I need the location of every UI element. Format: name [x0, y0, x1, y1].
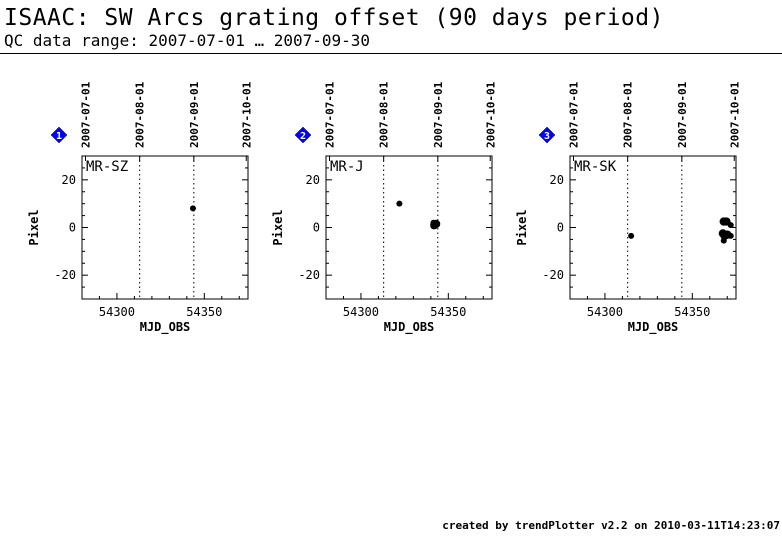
x-tick-label: 54300 [99, 305, 135, 319]
y-tick-label: 0 [313, 221, 320, 235]
header-divider [0, 53, 782, 54]
top-date-label: 2007-09-01 [188, 81, 201, 148]
top-date-label: 2007-08-01 [378, 81, 391, 148]
top-date-label: 2007-10-01 [728, 81, 741, 148]
plot-frame [81, 155, 249, 300]
x-axis-label: MJD_OBS [628, 320, 679, 335]
y-tick-label: -20 [542, 268, 564, 282]
marker-badge-icon [294, 126, 312, 144]
panel-label: MR-SZ [86, 159, 128, 175]
x-tick-label: 54350 [430, 305, 466, 319]
y-tick-label: 0 [69, 221, 76, 235]
x-tick-label: 54350 [186, 305, 222, 319]
data-point [727, 222, 734, 229]
chart-panel-2: 54300 54350 20 0 -20 2007-07-01 2007-08-01 2007… [271, 81, 497, 335]
data-point [430, 223, 437, 230]
y-tick-label: 20 [62, 173, 76, 187]
marker-badge-number: 2 [300, 131, 306, 142]
chart-panel-1: 54300 54350 20 0 -20 2007-07-01 2007-08-01 2007… [27, 81, 253, 335]
y-tick-label: -20 [298, 268, 320, 282]
top-date-label: 2007-08-01 [622, 81, 635, 148]
page-subtitle: QC data range: 2007-07-01 … 2007-09-30 [4, 31, 371, 50]
top-date-label: 2007-10-01 [240, 81, 253, 148]
data-point [189, 205, 196, 212]
y-axis-label: Pixel [27, 209, 41, 245]
marker-badge-icon [50, 126, 68, 144]
y-tick-label: 20 [306, 173, 320, 187]
top-date-label: 2007-08-01 [134, 81, 147, 148]
top-date-label: 2007-07-01 [323, 81, 336, 148]
y-axis-label: Pixel [271, 209, 285, 245]
x-axis-label: MJD_OBS [384, 320, 435, 335]
data-point [720, 237, 727, 244]
top-date-label: 2007-09-01 [676, 81, 689, 148]
x-tick-label: 54300 [343, 305, 379, 319]
x-tick-label: 54300 [587, 305, 623, 319]
plot-frame [569, 155, 737, 300]
page-title: ISAAC: SW Arcs grating offset (90 days p… [4, 5, 664, 31]
top-date-label: 2007-07-01 [567, 81, 580, 148]
marker-badge-number: 1 [56, 131, 62, 142]
footer-credit: created by trendPlotter v2.2 on 2010-03-… [442, 519, 780, 532]
plot-frame [325, 155, 493, 300]
y-tick-label: 20 [550, 173, 564, 187]
y-tick-label: -20 [54, 268, 76, 282]
top-date-label: 2007-09-01 [432, 81, 445, 148]
data-point [396, 200, 403, 207]
y-axis-label: Pixel [515, 209, 529, 245]
top-date-label: 2007-07-01 [79, 81, 92, 148]
x-tick-label: 54350 [674, 305, 710, 319]
x-axis-label: MJD_OBS [140, 320, 191, 335]
top-date-label: 2007-10-01 [484, 81, 497, 148]
y-tick-label: 0 [557, 221, 564, 235]
panel-label: MR-J [330, 159, 364, 175]
marker-badge-number: 3 [544, 131, 550, 142]
marker-badge-icon [538, 126, 556, 144]
data-point [628, 232, 635, 239]
data-point [727, 232, 734, 239]
chart-panel-3: 54300 54350 20 0 -20 2007-07-01 2007-08-01 2007… [515, 81, 741, 335]
panel-label: MR-SK [574, 159, 617, 175]
